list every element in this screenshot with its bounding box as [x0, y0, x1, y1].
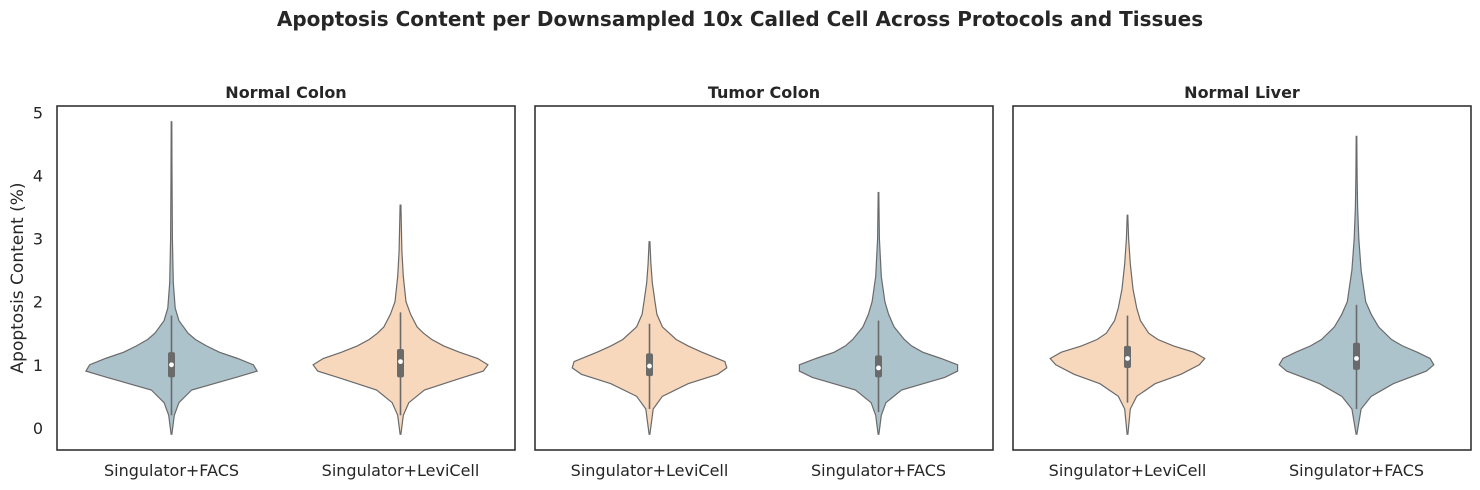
violin-median	[169, 362, 174, 368]
x-tick-label: Singulator+LeviCell	[322, 461, 480, 480]
panel-3: Normal Liver Singulator+LeviCell Singulato…	[1012, 83, 1472, 480]
y-axis-label: Apoptosis Content (%)	[8, 183, 28, 374]
panel-frame	[56, 105, 516, 451]
violin-body	[1278, 135, 1435, 435]
x-tick-label: Singulator+LeviCell	[571, 461, 729, 480]
y-tick-label: 4	[33, 166, 43, 185]
figure-title: Apoptosis Content per Downsampled 10x Ca…	[277, 7, 1203, 31]
violin-median	[1125, 356, 1130, 361]
x-tick-label: Singulator+FACS	[811, 461, 946, 480]
panel-title: Normal Colon	[225, 83, 346, 102]
panel-frame	[534, 105, 994, 451]
panel-1: Normal Colon Singulator+FACS Singulator+Le…	[8, 83, 516, 480]
y-tick-label: 0	[33, 419, 43, 438]
y-tick-label: 5	[33, 103, 43, 122]
violin-body	[798, 191, 959, 435]
y-tick-label: 1	[33, 356, 43, 375]
violin-median	[876, 365, 881, 371]
violin-body	[84, 121, 259, 435]
violin-median	[647, 363, 652, 369]
x-tick-label: Singulator+LeviCell	[1049, 461, 1207, 480]
x-tick-label: Singulator+FACS	[1289, 461, 1424, 480]
x-tick-label: Singulator+FACS	[104, 461, 239, 480]
violin-median	[398, 359, 403, 365]
y-tick-label: 3	[33, 230, 43, 249]
violin-median	[1354, 356, 1359, 361]
y-tick-label: 2	[33, 293, 43, 312]
panel-title: Normal Liver	[1184, 83, 1300, 102]
panel-2: Tumor Colon Singulator+LeviCell Singulator…	[534, 83, 994, 480]
panel-frame	[1012, 105, 1472, 451]
panel-title: Tumor Colon	[708, 83, 820, 102]
